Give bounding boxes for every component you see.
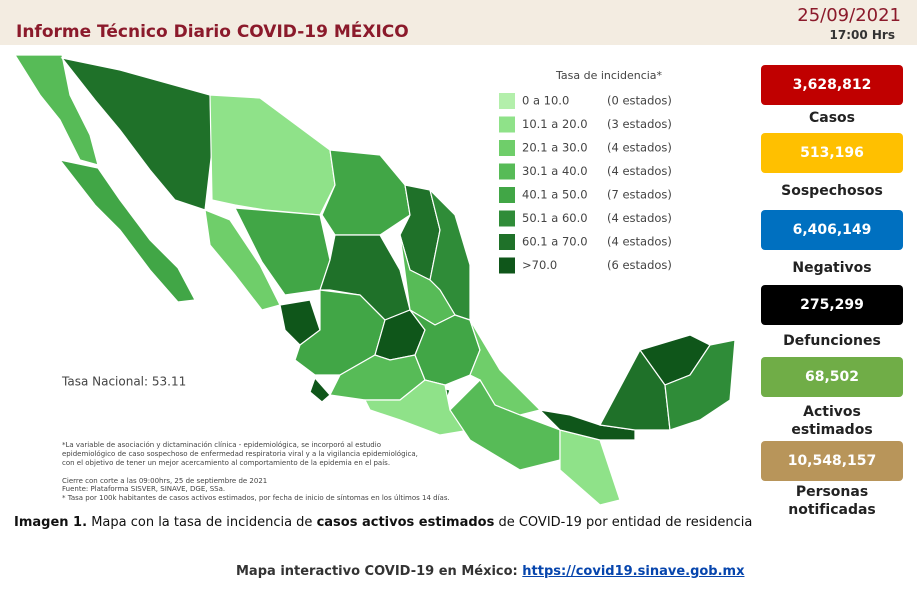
indicator-value: 275,299 [761, 285, 903, 325]
note: * Tasa por 100k habitantes de casos acti… [62, 494, 450, 502]
legend-swatch [499, 116, 515, 133]
state [209, 94, 336, 216]
legend-swatch [499, 140, 515, 156]
state [664, 339, 736, 431]
map: Tasa de incidencia* 0 a 10.0 (0 estados) 1… [13, 54, 736, 506]
time: 17:00 Hrs [829, 28, 895, 42]
header-band [0, 0, 917, 45]
caption-text: Mapa con la tasa de incidencia de [91, 515, 313, 530]
caption-emphasis: casos activos estimados [316, 515, 495, 530]
indicator-label: Activos estimados [791, 404, 873, 438]
state [321, 149, 411, 236]
legend-swatch [499, 163, 515, 180]
note: Fuente: Plataforma SISVER, SINAVE, DGE, … [62, 485, 225, 493]
indicator-value: 513,196 [761, 133, 903, 173]
states [13, 54, 736, 506]
national-rate: Tasa Nacional: 53.11 [61, 375, 186, 389]
legend-count: (7 estados) [607, 188, 672, 202]
note: *La variable de asociación y dictaminaci… [62, 441, 381, 449]
legend-range: 0 a 10.0 [522, 94, 569, 108]
state [559, 429, 621, 506]
legend-swatch [499, 187, 515, 203]
indicator-value: 3,628,812 [761, 65, 903, 105]
legend-range: 30.1 a 40.0 [522, 164, 588, 178]
legend-title: Tasa de incidencia* [555, 69, 663, 82]
legend-count: (4 estados) [607, 141, 672, 155]
indicator-label: Negativos [792, 260, 872, 276]
state [58, 159, 196, 303]
footer-text: Mapa interactivo COVID-19 en México: [236, 564, 518, 579]
date: 25/09/2021 [797, 5, 901, 26]
legend-range: >70.0 [522, 258, 557, 272]
footer: Mapa interactivo COVID-19 en México: htt… [236, 564, 744, 579]
legend-count: (0 estados) [607, 94, 672, 108]
indicator-label: Sospechosos [781, 183, 883, 199]
indicator-label: Personas notificadas [788, 484, 876, 518]
state [309, 376, 331, 403]
legend-range: 40.1 a 50.0 [522, 188, 588, 202]
indicator-value: 6,406,149 [761, 210, 903, 250]
indicator-value: 68,502 [761, 357, 903, 397]
legend-range: 20.1 a 30.0 [522, 141, 588, 155]
legend-swatch [499, 257, 515, 274]
state [204, 209, 281, 311]
legend-range: 10.1 a 20.0 [522, 117, 588, 131]
note: epidemiológico de caso sospechoso de enf… [62, 450, 418, 458]
indicator-label: Defunciones [783, 333, 881, 349]
legend-range: 50.1 a 60.0 [522, 211, 588, 225]
legend-range: 60.1 a 70.0 [522, 235, 588, 249]
legend-swatch [499, 93, 515, 109]
note: con el objetivo de tener un mejor acerca… [62, 459, 390, 467]
caption-label: Imagen 1. [14, 515, 88, 530]
indicator-value: 10,548,157 [761, 441, 903, 481]
legend-count: (4 estados) [607, 211, 672, 225]
indicator-label: Casos [808, 110, 855, 126]
legend-count: (4 estados) [607, 164, 672, 178]
notes: *La variable de asociación y dictaminaci… [62, 441, 450, 502]
legend-swatch [499, 234, 515, 250]
state [538, 409, 636, 441]
title: Informe Técnico Diario COVID-19 MÉXICO [16, 22, 409, 42]
caption-text: de COVID-19 por entidad de residencia [498, 515, 753, 530]
legend-count: (3 estados) [607, 117, 672, 131]
footer-link[interactable]: https://covid19.sinave.gob.mx [522, 564, 745, 579]
legend-swatch [499, 210, 515, 227]
legend-count: (4 estados) [607, 235, 672, 249]
caption: Imagen 1. Mapa con la tasa de incidencia… [14, 515, 752, 530]
legend: 0 a 10.0 (0 estados) 10.1 a 20.0 (3 estados… [499, 93, 672, 274]
legend-count: (6 estados) [607, 258, 672, 272]
note: Cierre con corte a las 09:00hrs, 25 de s… [62, 477, 267, 485]
state [60, 57, 213, 211]
state [13, 54, 99, 166]
